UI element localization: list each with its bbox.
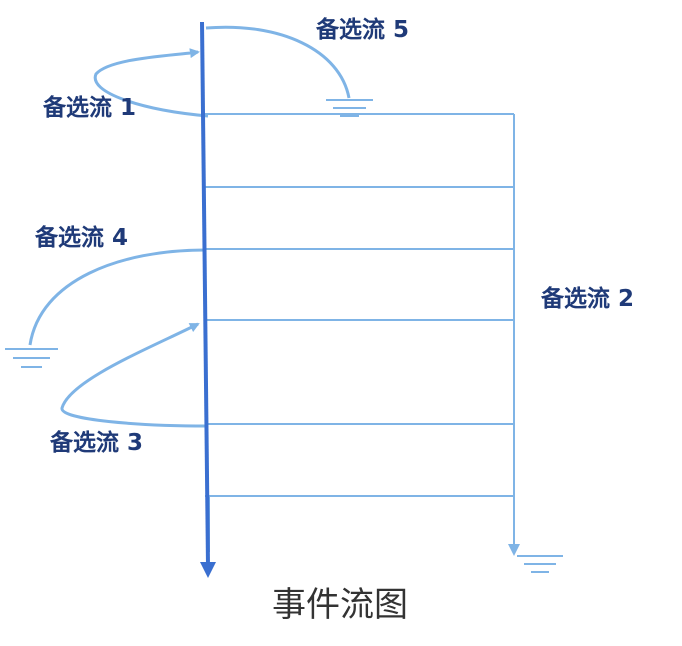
alt-flow-5-label: 备选流 5	[315, 16, 409, 43]
diagram-caption: 事件流图	[272, 585, 408, 625]
step-boxes	[205, 113, 515, 497]
alt-flow-2-ground-icon	[517, 555, 563, 573]
alt-flow-3-path	[60, 322, 208, 428]
alt-flow-2-arrowhead	[508, 544, 520, 556]
alt-flow-4-path	[28, 248, 206, 346]
alt-flow-3-label: 备选流 3	[49, 429, 143, 456]
alt-flow-1-path	[93, 48, 209, 118]
alt-flow-4-ground-icon	[5, 348, 58, 368]
alt-flow-5-path	[205, 25, 351, 99]
main-flow-arrowhead	[200, 562, 216, 578]
alt-flow-5-ground-icon	[326, 99, 373, 117]
alt-flow-1-label: 备选流 1	[42, 94, 136, 121]
alt-flow-2-label: 备选流 2	[540, 285, 634, 312]
main-flow-line	[200, 21, 210, 567]
alt-flow-4-label: 备选流 4	[34, 224, 128, 251]
